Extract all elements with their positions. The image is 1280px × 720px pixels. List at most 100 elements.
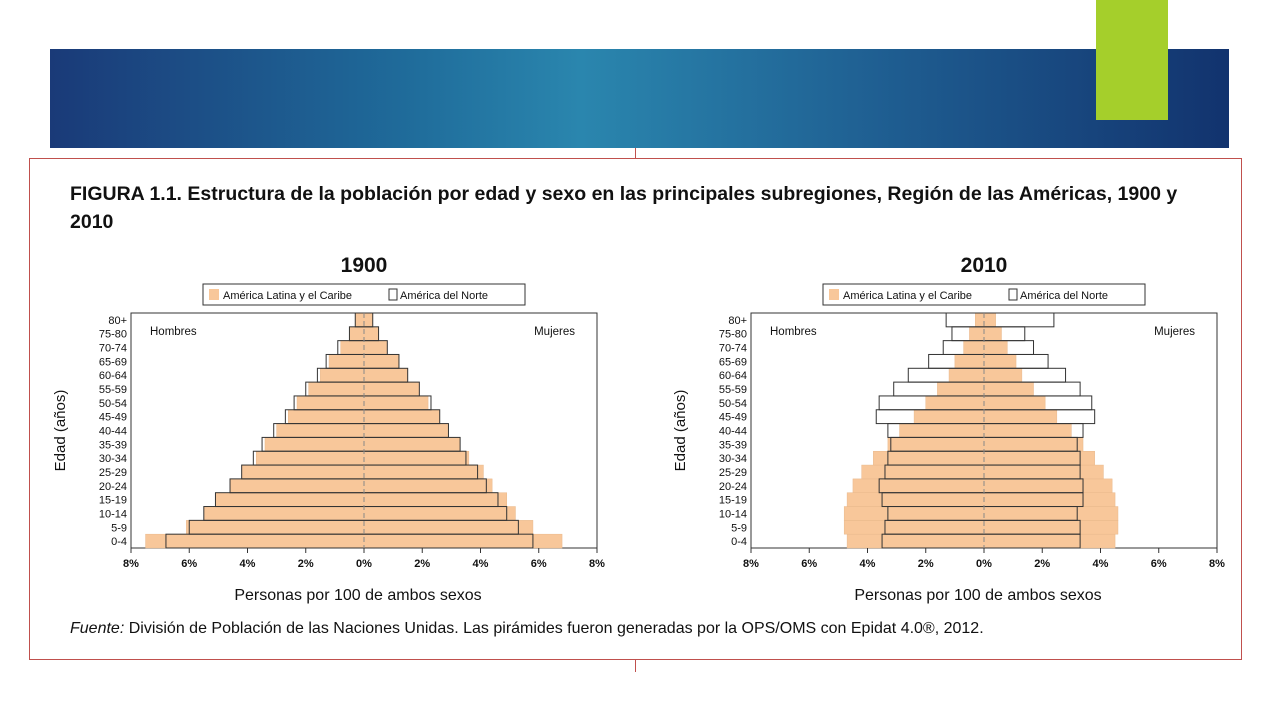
x-tick-label: 6% — [1151, 558, 1167, 570]
y-tick-10-14: 10-14 — [719, 508, 747, 520]
x-tick-label: 2% — [918, 558, 934, 570]
legend-swatch-latin — [209, 289, 219, 300]
bar-latin-15-19 — [846, 492, 1116, 507]
y-tick-35-39: 35-39 — [99, 439, 127, 451]
y-axis-label: Edad (años) — [52, 390, 69, 472]
title-banner — [50, 49, 1229, 148]
x-tick-label: 8% — [1209, 558, 1225, 570]
y-tick-50-54: 50-54 — [99, 398, 127, 410]
y-tick-55-59: 55-59 — [719, 384, 747, 396]
bar-latin-55-59 — [937, 381, 1034, 397]
x-tick-label: 0% — [356, 558, 372, 570]
y-tick-70-74: 70-74 — [719, 343, 747, 355]
accent-bar — [1096, 0, 1168, 120]
chart-title: 1900 — [341, 254, 388, 277]
bar-latin-40-44 — [276, 423, 449, 438]
bar-latin-15-19 — [215, 492, 507, 507]
x-tick-label: 0% — [976, 558, 992, 570]
source-label: Fuente: — [70, 620, 125, 637]
divider-tick-bottom — [635, 660, 636, 672]
legend-label-latin: América Latina y el Caribe — [223, 290, 352, 302]
bar-latin-80+ — [975, 312, 996, 328]
divider-tick-top — [635, 148, 636, 158]
y-tick-5-9: 5-9 — [731, 522, 747, 534]
x-tick-label: 2% — [298, 558, 314, 570]
y-tick-80+: 80+ — [728, 315, 747, 327]
bar-latin-50-54 — [296, 395, 429, 411]
y-tick-30-34: 30-34 — [99, 453, 127, 465]
legend-box — [822, 283, 1146, 306]
x-axis-label: Personas por 100 de ambos sexos — [854, 587, 1101, 604]
x-tick-label: 4% — [240, 558, 256, 570]
y-tick-15-19: 15-19 — [99, 495, 127, 507]
x-tick-label: 6% — [801, 558, 817, 570]
figure-frame — [29, 158, 1242, 660]
chart-title: 2010 — [961, 254, 1008, 277]
figure-title: FIGURA 1.1. Estructura de la población p… — [70, 183, 1178, 233]
x-tick-label: 2% — [1034, 558, 1050, 570]
y-tick-60-64: 60-64 — [719, 370, 747, 382]
y-tick-20-24: 20-24 — [99, 481, 127, 493]
legend-box — [202, 283, 526, 306]
legend-swatch-latin — [829, 289, 839, 300]
bar-latin-40-44 — [899, 423, 1072, 438]
bar-latin-25-29 — [241, 464, 484, 480]
label-men: Hombres — [150, 326, 197, 338]
bar-latin-30-34 — [255, 450, 470, 466]
bar-latin-50-54 — [925, 395, 1046, 411]
bar-latin-10-14 — [203, 506, 516, 521]
bar-latin-60-64 — [948, 368, 1023, 383]
legend-label-north: América del Norte — [1020, 290, 1108, 302]
label-women: Mujeres — [1154, 326, 1195, 338]
y-tick-0-4: 0-4 — [731, 536, 747, 548]
x-tick-label: 2% — [414, 558, 430, 570]
bar-latin-20-24 — [229, 478, 493, 493]
y-tick-75-80: 75-80 — [719, 329, 747, 341]
bar-latin-25-29 — [861, 464, 1104, 480]
pyramid-1900: 1900 América Latina y el Caribe América de… — [52, 254, 605, 604]
y-tick-55-59: 55-59 — [99, 384, 127, 396]
bar-north-80+ — [945, 312, 1055, 328]
y-tick-30-34: 30-34 — [719, 453, 747, 465]
x-tick-label: 6% — [531, 558, 547, 570]
x-tick-label: 6% — [181, 558, 197, 570]
label-men: Hombres — [770, 326, 817, 338]
legend-label-north: América del Norte — [400, 290, 488, 302]
y-tick-50-54: 50-54 — [719, 398, 747, 410]
x-tick-label: 8% — [743, 558, 759, 570]
bar-latin-65-69 — [954, 354, 1017, 369]
y-tick-10-14: 10-14 — [99, 508, 127, 520]
x-tick-label: 8% — [589, 558, 605, 570]
y-tick-60-64: 60-64 — [99, 370, 127, 382]
y-tick-25-29: 25-29 — [719, 467, 747, 479]
y-tick-70-74: 70-74 — [99, 343, 127, 355]
y-tick-75-80: 75-80 — [99, 329, 127, 341]
legend-label-latin: América Latina y el Caribe — [843, 290, 972, 302]
bar-latin-70-74 — [963, 340, 1008, 355]
y-tick-25-29: 25-29 — [99, 467, 127, 479]
bar-latin-20-24 — [852, 478, 1113, 493]
x-axis-label: Personas por 100 de ambos sexos — [234, 587, 481, 604]
bar-latin-5-9 — [186, 520, 534, 535]
y-tick-5-9: 5-9 — [111, 522, 127, 534]
bar-latin-0-4 — [145, 533, 563, 549]
bar-latin-0-4 — [846, 533, 1116, 549]
figure-source: Fuente: División de Población de las Nac… — [70, 620, 984, 638]
x-tick-label: 4% — [473, 558, 489, 570]
bar-latin-45-49 — [913, 409, 1058, 424]
y-tick-35-39: 35-39 — [719, 439, 747, 451]
y-tick-45-49: 45-49 — [719, 412, 747, 424]
y-tick-45-49: 45-49 — [99, 412, 127, 424]
y-tick-15-19: 15-19 — [719, 495, 747, 507]
x-tick-label: 4% — [1093, 558, 1109, 570]
y-tick-65-69: 65-69 — [719, 356, 747, 368]
legend-swatch-north — [388, 288, 398, 301]
bar-latin-75-80 — [969, 326, 1002, 341]
bar-latin-35-39 — [887, 437, 1084, 452]
x-tick-label: 8% — [123, 558, 139, 570]
pyramid-2010: 2010 América Latina y el Caribe América de… — [672, 254, 1225, 604]
label-women: Mujeres — [534, 326, 575, 338]
y-tick-40-44: 40-44 — [99, 426, 127, 438]
y-axis-label: Edad (años) — [672, 390, 689, 472]
y-tick-40-44: 40-44 — [719, 426, 747, 438]
